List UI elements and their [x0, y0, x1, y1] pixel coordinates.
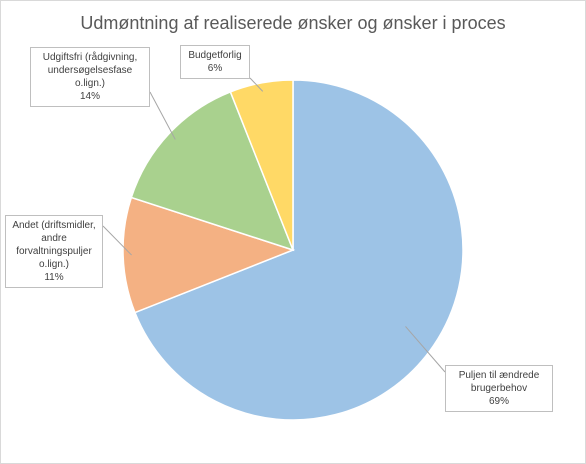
label-value: 69%	[488, 396, 509, 407]
pie-slice	[133, 79, 464, 421]
data-label: Puljen til ændrede brugerbehov 69%	[445, 365, 553, 412]
chart-title: Udmøntning af realiserede ønsker og ønsk…	[80, 13, 505, 33]
pie-slice	[130, 90, 295, 252]
label-value: 14%	[79, 91, 100, 102]
label-value: 6%	[207, 63, 223, 74]
pie-slice	[229, 79, 294, 251]
label-value: 11%	[44, 272, 64, 283]
label-category: Andet (driftsmidler, andre forvaltningsp…	[12, 220, 96, 270]
leader-line	[149, 91, 176, 140]
leader-line	[405, 326, 446, 373]
data-label: Budgetforlig 6%	[180, 45, 250, 79]
label-category: Udgiftsfri (rådgivning, undersøgelsesfas…	[42, 52, 138, 89]
leader-line	[102, 225, 132, 256]
data-label: Andet (driftsmidler, andre forvaltningsp…	[5, 215, 103, 288]
leader-line	[249, 77, 264, 92]
pie-slice	[122, 196, 296, 314]
label-category: Budgetforlig	[188, 50, 242, 61]
data-label: Udgiftsfri (rådgivning, undersøgelsesfas…	[30, 47, 150, 107]
label-category: Puljen til ændrede brugerbehov	[458, 370, 540, 394]
